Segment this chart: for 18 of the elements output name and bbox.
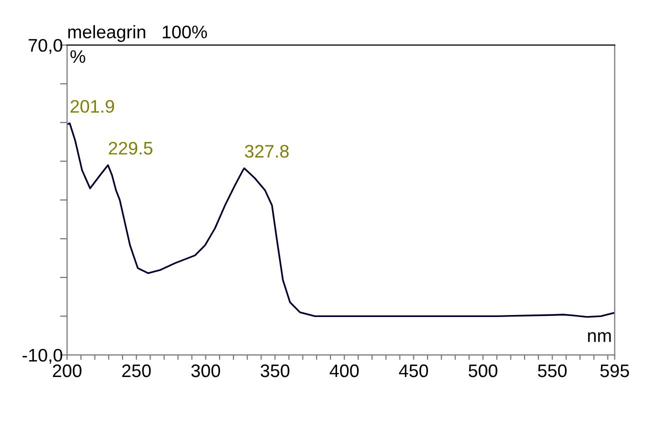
x-tick-label: 550	[538, 364, 567, 378]
annotation: 201.9	[70, 100, 114, 113]
y-tick-label: 70,0	[28, 38, 62, 54]
x-tick-label: 450	[399, 364, 428, 378]
x-axis-title: nm	[588, 332, 611, 342]
x-tick-label: 400	[330, 364, 359, 378]
x-tick-label: 595	[600, 364, 629, 378]
annotation: 327.8	[244, 144, 289, 158]
x-tick-label: 200	[52, 364, 82, 378]
y-axis-title: %	[70, 50, 86, 63]
chart-title: meleagrin 100%	[68, 25, 207, 42]
x-tick-label: 300	[191, 364, 220, 378]
annotation: 229.5	[108, 142, 152, 155]
x-tick-label: 350	[260, 364, 290, 378]
line-series	[67, 122, 615, 318]
y-tick-label: -10,0	[22, 348, 62, 364]
x-tick-label: 250	[122, 364, 151, 378]
x-tick-label: 500	[468, 364, 498, 378]
